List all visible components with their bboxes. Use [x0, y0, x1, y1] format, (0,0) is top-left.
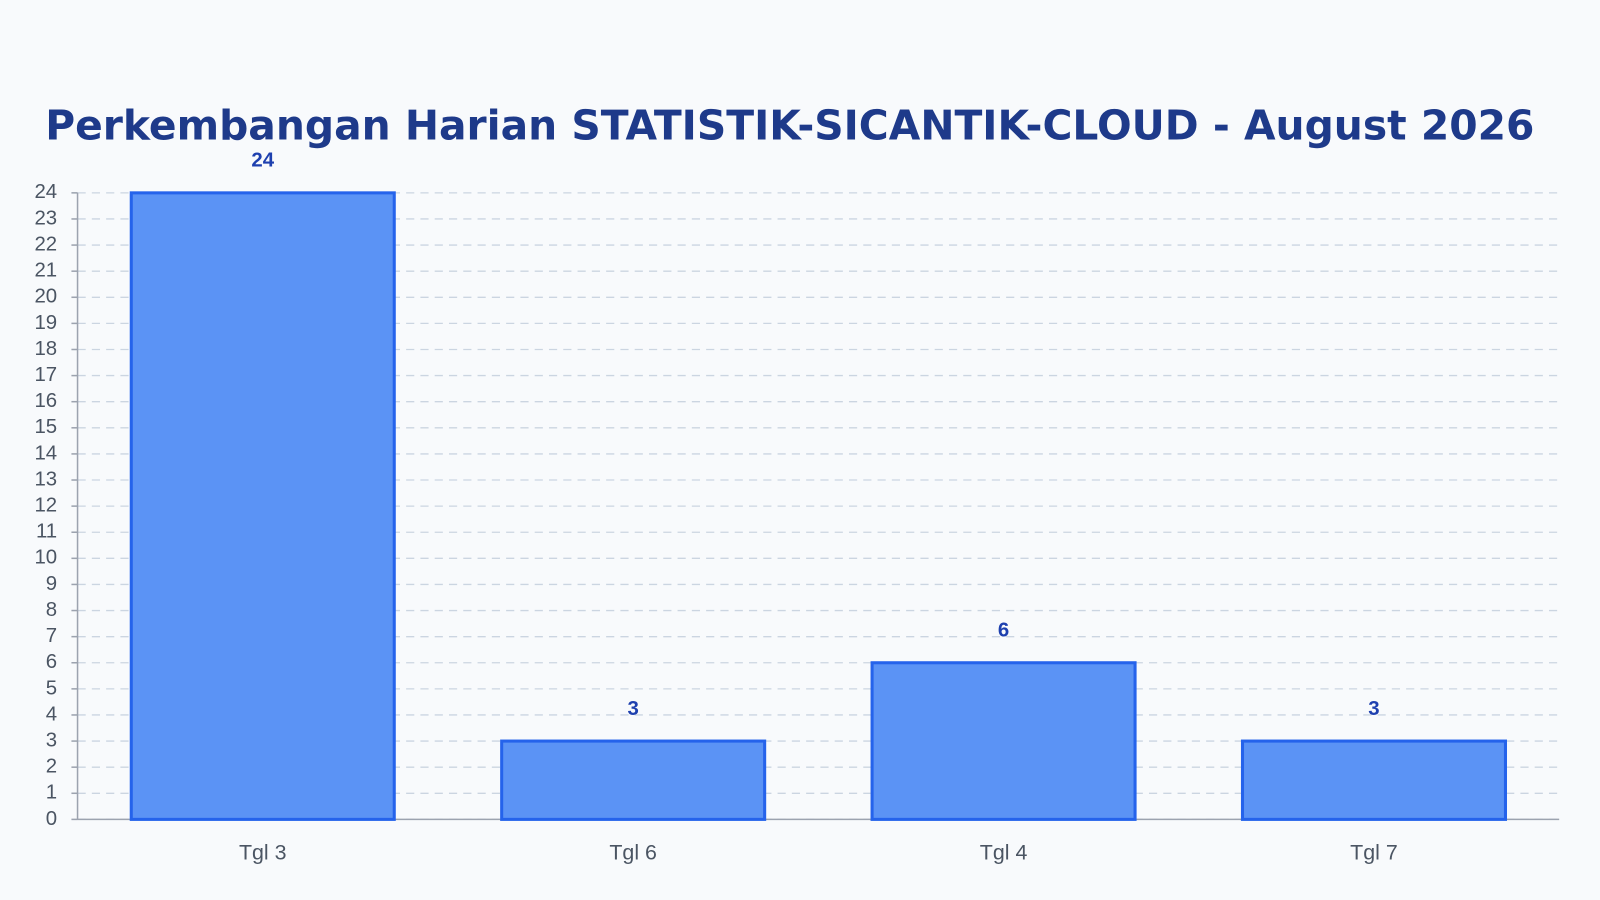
y-tick-label: 22	[34, 233, 57, 255]
value-label: 6	[998, 620, 1009, 642]
y-tick-label: 0	[46, 808, 57, 830]
value-label: 3	[627, 698, 638, 720]
y-tick-label: 24	[34, 181, 57, 203]
y-tick-label: 21	[34, 260, 57, 282]
x-tick-label: Tgl 4	[980, 841, 1028, 865]
y-tick-label: 17	[34, 364, 57, 386]
y-tick-label: 9	[46, 573, 57, 595]
y-tick-label: 18	[34, 338, 57, 360]
y-tick-label: 16	[34, 390, 57, 412]
y-tick-label: 3	[46, 729, 57, 751]
chart-title: Perkembangan Harian STATISTIK-SICANTIK-C…	[45, 102, 1534, 150]
y-tick-label: 5	[46, 677, 57, 699]
y-tick-label: 23	[34, 207, 57, 229]
y-tick-label: 12	[34, 495, 57, 517]
x-tick-label: Tgl 6	[609, 841, 657, 865]
y-tick-label: 13	[34, 468, 57, 490]
y-tick-label: 8	[46, 599, 57, 621]
bar	[500, 739, 767, 821]
x-tick-label: Tgl 3	[239, 841, 287, 865]
y-tick-label: 6	[46, 651, 57, 673]
y-tick-label: 14	[34, 442, 57, 464]
y-tick-label: 7	[46, 625, 57, 647]
value-label: 3	[1368, 698, 1379, 720]
y-tick-label: 19	[34, 312, 57, 334]
y-tick-label: 20	[34, 286, 57, 308]
value-label: 24	[251, 150, 274, 172]
y-tick-label: 1	[46, 782, 57, 804]
x-tick-label: Tgl 7	[1350, 841, 1398, 865]
bar	[129, 191, 396, 821]
bar	[870, 661, 1137, 821]
y-tick-label: 10	[34, 547, 57, 569]
y-tick-label: 11	[36, 521, 57, 543]
y-tick-label: 4	[46, 703, 57, 725]
y-tick-label: 2	[46, 756, 57, 778]
bar	[1240, 739, 1508, 821]
y-tick-label: 15	[34, 416, 57, 438]
